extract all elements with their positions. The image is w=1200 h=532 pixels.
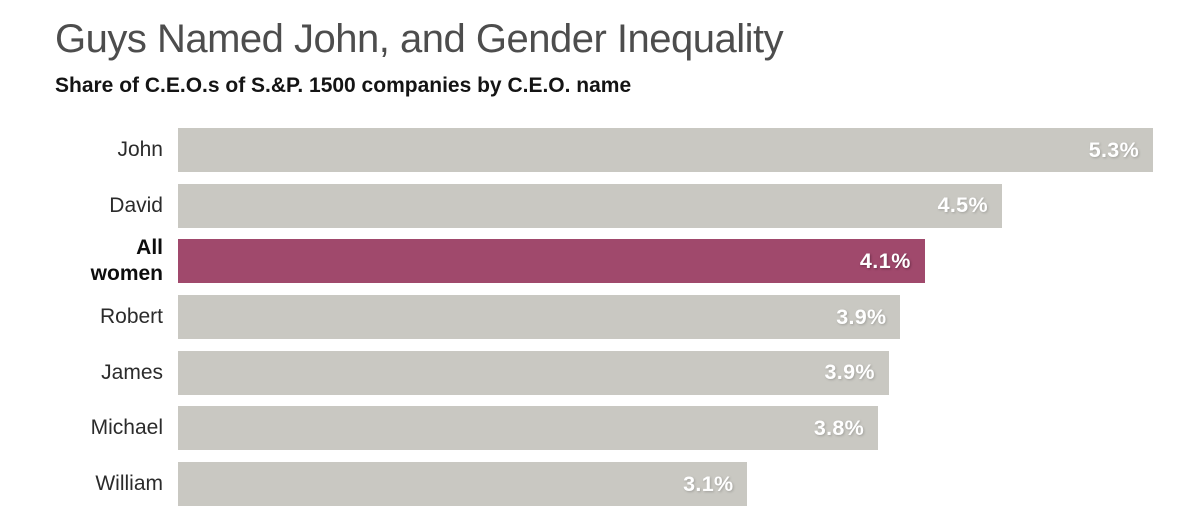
chart-title: Guys Named John, and Gender Inequality [55,17,784,61]
bar: 3.1% [178,462,748,507]
category-label: William [95,472,163,496]
bar-row: William 3.1% [0,462,1200,507]
bar-track: 3.1% [178,462,1153,507]
value-label: 3.9% [824,360,875,385]
bar: 3.9% [178,295,901,340]
bar-chart: John 5.3% David 4.5% All women 4.1% [0,128,1200,507]
bar-track: 4.5% [178,183,1153,228]
value-label: 4.5% [937,193,988,218]
bar-highlighted: 4.1% [178,239,925,284]
bar-track: 3.9% [178,295,1153,340]
value-label: 3.8% [813,415,865,440]
chart-subtitle: Share of C.E.O.s of S.&P. 1500 companies… [55,74,632,97]
category-label: All women [90,236,163,286]
value-label: 4.1% [859,248,911,273]
bar-row: James 3.9% [0,350,1200,395]
category-label: Robert [99,305,163,329]
bar-row: Michael 3.8% [0,406,1200,451]
value-label: 3.9% [836,304,887,329]
bar: 4.5% [178,183,1002,228]
category-label: John [117,138,163,161]
bar-row: David 4.5% [0,183,1200,228]
category-label: David [109,193,163,217]
bar-track: 3.9% [178,350,1153,395]
bar-row: Robert 3.9% [0,295,1200,340]
category-label: Michael [90,416,163,440]
bar-track: 4.1% [178,239,1153,284]
bar-track: 5.3% [178,128,1153,172]
bar-row-highlighted: All women 4.1% [0,236,1200,285]
bar-track: 3.8% [178,406,1153,451]
bar: 3.8% [178,406,879,451]
category-label: James [101,360,163,384]
value-label: 3.1% [683,471,734,496]
bar-row: John 5.3% [0,128,1200,172]
value-label: 5.3% [1088,137,1139,162]
bar: 3.9% [178,350,889,395]
bar: 5.3% [178,128,1153,172]
